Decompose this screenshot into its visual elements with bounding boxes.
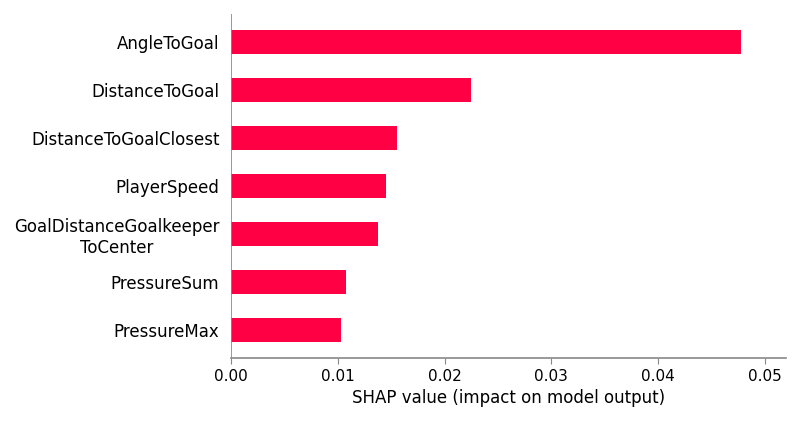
Bar [231, 29, 742, 54]
Bar [231, 77, 471, 102]
X-axis label: SHAP value (impact on model output): SHAP value (impact on model output) [352, 389, 666, 407]
Bar [231, 269, 346, 295]
Bar [231, 173, 386, 198]
Bar [231, 317, 341, 343]
Bar [231, 221, 378, 246]
Bar [231, 125, 397, 150]
